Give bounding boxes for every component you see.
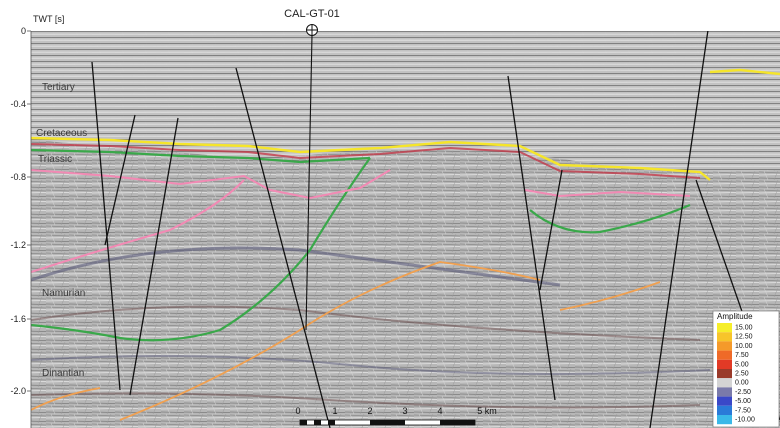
legend-swatch	[717, 415, 732, 425]
legend-value: -2.50	[735, 389, 751, 396]
well-label: CAL-GT-01	[284, 8, 340, 20]
horizon-cretaceous-base	[31, 148, 371, 164]
legend-swatch	[717, 323, 732, 333]
scale-label: 3	[402, 406, 407, 416]
legend-value: 12.50	[735, 334, 753, 341]
formation-label-triassic: Triassic	[38, 154, 72, 165]
y-axis-title: TWT [s]	[33, 14, 64, 24]
amplitude-legend: Amplitude 15.00 12.50 10.00 7.50 5.00 2.50 0.0…	[712, 310, 780, 428]
legend-swatch	[717, 396, 732, 406]
legend-value: -7.50	[735, 407, 751, 414]
formation-label-tertiary: Tertiary	[42, 82, 75, 93]
y-tick-label: -1.6	[10, 314, 26, 324]
legend-swatch	[717, 350, 732, 360]
horizon-triassic-base	[31, 169, 391, 200]
well-trajectory	[305, 34, 313, 331]
legend-value: 10.00	[735, 343, 753, 350]
legend-swatch	[717, 341, 732, 351]
y-tick-label: -1.2	[10, 240, 26, 250]
scale-label: 4	[437, 406, 442, 416]
well-cal-gt-01: CAL-GT-01	[284, 8, 340, 331]
formation-label-dinantian: Dinantian	[42, 368, 84, 379]
legend-swatch	[717, 369, 732, 379]
y-tick-label: -0.4	[10, 99, 26, 109]
seismic-image	[31, 31, 780, 428]
horizon-tertiary-base	[31, 136, 711, 181]
legend-swatch	[717, 359, 732, 369]
legend-swatch	[717, 405, 732, 415]
legend-value: -5.00	[735, 398, 751, 405]
legend-value: 2.50	[735, 371, 749, 378]
scale-label: 0	[295, 406, 300, 416]
formation-label-namurian: Namurian	[42, 288, 85, 299]
scale-label: 5 km	[477, 406, 497, 416]
legend-swatch	[717, 387, 732, 397]
scale-bar: 0 1 2 3 4 5 km	[295, 406, 497, 426]
y-tick-label: -0.8	[10, 172, 26, 182]
legend-value: 5.00	[735, 361, 749, 368]
y-tick-label: -2.0	[10, 386, 26, 396]
scale-label: 2	[367, 406, 372, 416]
legend-swatch	[717, 378, 732, 388]
legend-title: Amplitude	[717, 312, 753, 321]
legend-value: 15.00	[735, 325, 753, 332]
horizon-carboniferous	[119, 261, 541, 421]
formation-label-cretaceous: Cretaceous	[36, 128, 87, 139]
legend-value: 0.00	[735, 380, 749, 387]
legend-value: 7.50	[735, 352, 749, 359]
y-axis: TWT [s] 0 -0.4 -0.8 -1.2 -1.6 -2.0	[10, 14, 64, 428]
scale-label: 1	[332, 406, 337, 416]
y-tick-label: 0	[21, 26, 26, 36]
legend-swatch	[717, 332, 732, 342]
legend-value: -10.00	[735, 417, 755, 424]
